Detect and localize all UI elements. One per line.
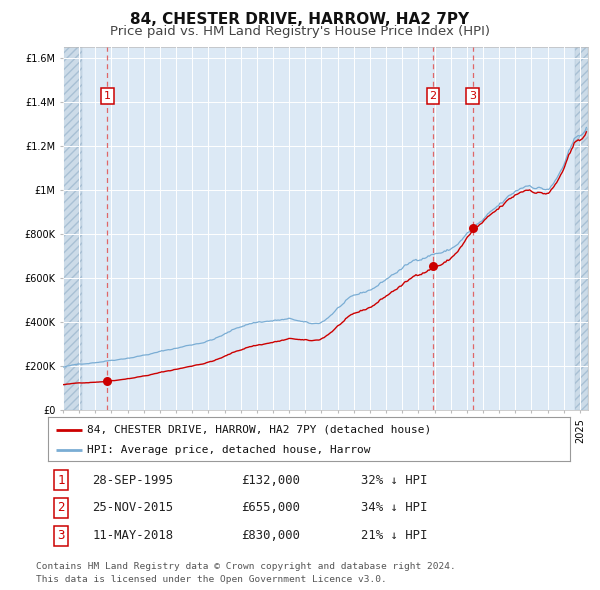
Text: 11-MAY-2018: 11-MAY-2018 [92,529,173,542]
Text: 1: 1 [104,91,111,101]
Text: 84, CHESTER DRIVE, HARROW, HA2 7PY (detached house): 84, CHESTER DRIVE, HARROW, HA2 7PY (deta… [87,425,431,434]
Text: 25-NOV-2015: 25-NOV-2015 [92,502,173,514]
Text: 21% ↓ HPI: 21% ↓ HPI [361,529,428,542]
Bar [575,47,588,410]
Text: 2: 2 [430,91,436,101]
Text: 84, CHESTER DRIVE, HARROW, HA2 7PY: 84, CHESTER DRIVE, HARROW, HA2 7PY [130,12,470,27]
Text: 32% ↓ HPI: 32% ↓ HPI [361,474,428,487]
Text: £830,000: £830,000 [241,529,300,542]
Text: This data is licensed under the Open Government Licence v3.0.: This data is licensed under the Open Gov… [36,575,387,584]
Text: 3: 3 [58,529,65,542]
Text: 28-SEP-1995: 28-SEP-1995 [92,474,173,487]
Text: £132,000: £132,000 [241,474,300,487]
Text: 1: 1 [58,474,65,487]
Text: Price paid vs. HM Land Registry's House Price Index (HPI): Price paid vs. HM Land Registry's House … [110,25,490,38]
Text: HPI: Average price, detached house, Harrow: HPI: Average price, detached house, Harr… [87,445,371,455]
Text: 3: 3 [469,91,476,101]
Text: 2: 2 [58,502,65,514]
Text: Contains HM Land Registry data © Crown copyright and database right 2024.: Contains HM Land Registry data © Crown c… [36,562,456,571]
Bar [63,47,82,410]
Text: 34% ↓ HPI: 34% ↓ HPI [361,502,428,514]
Text: £655,000: £655,000 [241,502,300,514]
